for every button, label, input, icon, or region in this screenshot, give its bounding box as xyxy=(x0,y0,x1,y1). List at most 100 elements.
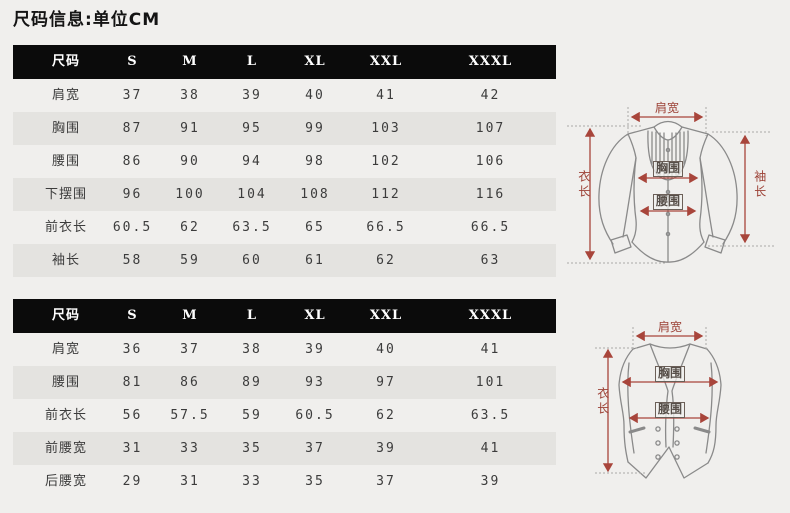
table-row: 前衣长 60.5 62 63.5 65 66.5 66.5 xyxy=(13,211,556,244)
size-value-cell: 61 xyxy=(305,253,325,268)
page-title: 尺码信息:单位CM xyxy=(13,10,161,30)
table-row: 前腰宽 31 33 35 37 39 41 xyxy=(13,432,556,465)
size-value-cell: 59 xyxy=(180,253,200,268)
size-value-cell: 39 xyxy=(480,474,501,489)
table-row: 前衣长 56 57.5 59 60.5 62 63.5 xyxy=(13,399,556,432)
size-value-cell: 86 xyxy=(180,375,200,390)
shoulder-width-label: 肩宽 xyxy=(654,101,680,115)
size-value-cell: 60.5 xyxy=(112,220,153,235)
size-value-cell: 100 xyxy=(175,187,205,202)
size-value-cell: 62 xyxy=(376,253,396,268)
row-label-cell: 肩宽 xyxy=(51,88,80,103)
column-header: M xyxy=(182,308,198,323)
garment-length-label: 衣长 xyxy=(576,170,591,200)
size-value-cell: 116 xyxy=(475,187,506,202)
size-value-cell: 38 xyxy=(180,88,200,103)
size-value-cell: 65 xyxy=(305,220,325,235)
size-value-cell: 37 xyxy=(122,88,143,103)
table-row: 胸围 87 91 95 99 103 107 xyxy=(13,112,556,145)
size-value-cell: 98 xyxy=(305,154,325,169)
column-header: XXL xyxy=(369,54,403,69)
row-label-cell: 腰围 xyxy=(51,154,80,169)
size-value-cell: 63.5 xyxy=(470,408,511,423)
chest-girth-label: 胸围 xyxy=(654,366,686,382)
column-header: S xyxy=(127,54,138,69)
row-label-cell: 袖长 xyxy=(51,253,80,268)
size-value-cell: 40 xyxy=(376,342,396,357)
size-value-cell: 62 xyxy=(180,220,200,235)
row-label-cell: 腰围 xyxy=(51,375,80,390)
size-value-cell: 58 xyxy=(122,253,143,268)
vest-illustration xyxy=(595,327,722,479)
column-header: XXXL xyxy=(468,54,513,69)
size-value-cell: 35 xyxy=(242,441,262,456)
row-label-cell: 后腰宽 xyxy=(44,474,87,489)
size-value-cell: 37 xyxy=(180,342,200,357)
measure-guide-lines xyxy=(567,107,774,264)
row-label-cell: 下摆围 xyxy=(44,187,87,202)
table-row: 下摆围 96 100 104 108 112 116 xyxy=(13,178,556,211)
row-label-cell: 胸围 xyxy=(51,121,80,136)
size-value-cell: 107 xyxy=(475,121,506,136)
size-value-cell: 39 xyxy=(242,88,262,103)
size-value-cell: 87 xyxy=(122,121,143,136)
size-value-cell: 63 xyxy=(480,253,501,268)
size-value-cell: 97 xyxy=(376,375,396,390)
size-value-cell: 33 xyxy=(242,474,262,489)
waist-girth-label: 腰围 xyxy=(654,402,686,418)
size-value-cell: 89 xyxy=(242,375,262,390)
vest-diagram: 肩宽 衣长 胸围 腰围 xyxy=(562,315,790,500)
vest-size-table: 尺码 S M L XL XXL XXXL 肩宽 36 37 38 39 40 4… xyxy=(13,299,556,498)
garment-length-label: 衣长 xyxy=(595,387,610,417)
size-value-cell: 93 xyxy=(305,375,325,390)
size-value-cell: 62 xyxy=(376,408,396,423)
row-label-cell: 前衣长 xyxy=(44,408,87,423)
size-value-cell: 60.5 xyxy=(295,408,335,423)
column-header: 尺码 xyxy=(51,54,80,69)
table-header-row: 尺码 S M L XL XXL XXXL xyxy=(13,45,556,79)
table-row: 后腰宽 29 31 33 35 37 39 xyxy=(13,465,556,498)
chest-girth-label: 胸围 xyxy=(652,161,684,177)
table-header-row: 尺码 S M L XL XXL XXXL xyxy=(13,299,556,333)
column-header: XXXL xyxy=(468,308,513,323)
measure-arrows xyxy=(602,330,719,473)
size-value-cell: 96 xyxy=(122,187,143,202)
table-row: 袖长 58 59 60 61 62 63 xyxy=(13,244,556,277)
size-value-cell: 81 xyxy=(122,375,143,390)
size-value-cell: 41 xyxy=(376,88,396,103)
column-header: XL xyxy=(304,54,326,69)
size-value-cell: 37 xyxy=(376,474,396,489)
size-value-cell: 101 xyxy=(475,375,506,390)
size-value-cell: 63.5 xyxy=(232,220,272,235)
column-header: XL xyxy=(304,308,326,323)
size-value-cell: 35 xyxy=(305,474,325,489)
size-value-cell: 41 xyxy=(480,342,501,357)
size-value-cell: 104 xyxy=(237,187,267,202)
size-value-cell: 39 xyxy=(376,441,396,456)
measure-guide-lines xyxy=(595,327,707,474)
column-header: L xyxy=(246,308,258,323)
size-value-cell: 31 xyxy=(180,474,200,489)
sleeve-length-label: 袖长 xyxy=(752,170,767,200)
shoulder-width-label: 肩宽 xyxy=(657,320,683,334)
size-value-cell: 40 xyxy=(305,88,325,103)
size-value-cell: 99 xyxy=(305,121,325,136)
size-value-cell: 60 xyxy=(242,253,262,268)
size-value-cell: 59 xyxy=(242,408,262,423)
size-value-cell: 95 xyxy=(242,121,262,136)
size-value-cell: 86 xyxy=(122,154,143,169)
table-row: 腰围 81 86 89 93 97 101 xyxy=(13,366,556,399)
size-value-cell: 90 xyxy=(180,154,200,169)
size-value-cell: 41 xyxy=(480,441,501,456)
size-value-cell: 112 xyxy=(371,187,401,202)
size-value-cell: 57.5 xyxy=(170,408,210,423)
blouse-size-table: 尺码 S M L XL XXL XXXL 肩宽 37 38 39 40 41 4… xyxy=(13,45,556,277)
row-label-cell: 前腰宽 xyxy=(44,441,87,456)
size-value-cell: 102 xyxy=(371,154,401,169)
size-value-cell: 37 xyxy=(305,441,325,456)
column-header: L xyxy=(246,54,258,69)
size-value-cell: 38 xyxy=(242,342,262,357)
size-value-cell: 42 xyxy=(480,88,501,103)
row-label-cell: 肩宽 xyxy=(51,342,80,357)
size-value-cell: 66.5 xyxy=(366,220,406,235)
